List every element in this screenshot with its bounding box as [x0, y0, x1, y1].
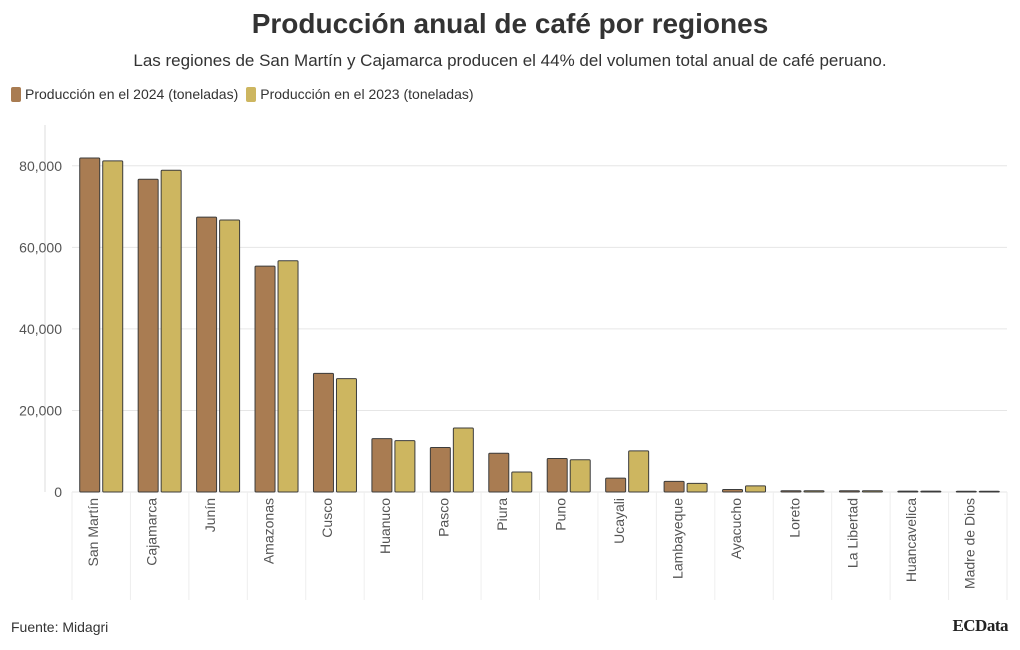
- bar-2023: [511, 471, 533, 493]
- x-tick-label: Junín: [202, 498, 218, 532]
- bar-2023: [219, 219, 241, 493]
- legend-item-2023[interactable]: Producción en el 2023 (toneladas): [246, 86, 474, 102]
- x-tick-label: Piura: [494, 498, 510, 531]
- bar-2023: [160, 169, 182, 493]
- ecdata-logo: ECData: [952, 616, 1008, 635]
- bar-2023: [335, 378, 357, 493]
- legend-swatch-2023: [246, 86, 257, 102]
- bar-2023: [628, 450, 650, 493]
- y-tick-label: 40,000: [19, 321, 62, 337]
- bar-2024: [838, 490, 860, 493]
- x-tick-label: Loreto: [786, 498, 802, 538]
- bar-2024: [312, 372, 334, 493]
- bar-2023: [102, 160, 124, 493]
- bar-2024: [371, 438, 393, 493]
- y-tick-label: 0: [54, 484, 62, 500]
- legend-item-2024[interactable]: Producción en el 2024 (toneladas): [11, 86, 238, 102]
- legend-label-2023: Producción en el 2023 (toneladas): [260, 86, 474, 102]
- x-tick-label: Huancavelica: [903, 498, 919, 582]
- x-tick-label: Pasco: [436, 498, 452, 537]
- x-tick-label: Cajamarca: [143, 498, 159, 566]
- bar-2024: [137, 178, 159, 493]
- bar-2024: [488, 452, 510, 493]
- bar-2024: [254, 265, 276, 493]
- chart-title: Producción anual de café por regiones: [251, 8, 769, 39]
- x-tick-label: Huanuco: [377, 498, 393, 554]
- bar-2023: [745, 485, 767, 493]
- bar-2023: [920, 490, 942, 493]
- x-tick-label: Puno: [553, 498, 569, 531]
- legend: Producción en el 2024 (toneladas) Produc…: [11, 86, 482, 102]
- bar-2023: [803, 490, 825, 493]
- legend-swatch-2024: [11, 86, 21, 102]
- x-tick-label: Madre de Dios: [962, 498, 978, 589]
- bar-2023: [394, 440, 416, 493]
- bar-2024: [955, 490, 977, 493]
- bar-2024: [663, 480, 685, 493]
- bar-2023: [569, 459, 591, 493]
- bar-2024: [196, 216, 218, 493]
- bar-2024: [546, 458, 568, 493]
- chart-subtitle: Las regiones de San Martín y Cajamarca p…: [133, 51, 887, 70]
- bar-2023: [686, 482, 708, 493]
- bar-2023: [978, 490, 1000, 493]
- x-tick-label: Cusco: [319, 498, 335, 538]
- bar-2023: [277, 260, 299, 493]
- bar-2024: [429, 447, 451, 493]
- bar-2024: [79, 157, 101, 493]
- x-tick-label: Lambayeque: [669, 498, 685, 579]
- bar-2023: [861, 490, 883, 493]
- legend-label-2024: Producción en el 2024 (toneladas): [25, 86, 239, 102]
- x-tick-label: La Libertad: [845, 498, 861, 568]
- bar-2024: [780, 490, 802, 493]
- bar-2023: [452, 427, 474, 493]
- x-tick-label: Ucayali: [611, 498, 627, 544]
- y-tick-label: 80,000: [19, 158, 62, 174]
- y-tick-label: 20,000: [19, 402, 62, 418]
- x-tick-label: San Martín: [85, 498, 101, 566]
- x-tick-label: Amazonas: [260, 498, 276, 564]
- y-tick-label: 60,000: [19, 239, 62, 255]
- bar-2024: [897, 490, 919, 493]
- x-tick-label: Ayacucho: [728, 498, 744, 559]
- bar-2024: [722, 489, 744, 493]
- source-note: Fuente: Midagri: [11, 619, 109, 635]
- bar-2024: [605, 477, 627, 493]
